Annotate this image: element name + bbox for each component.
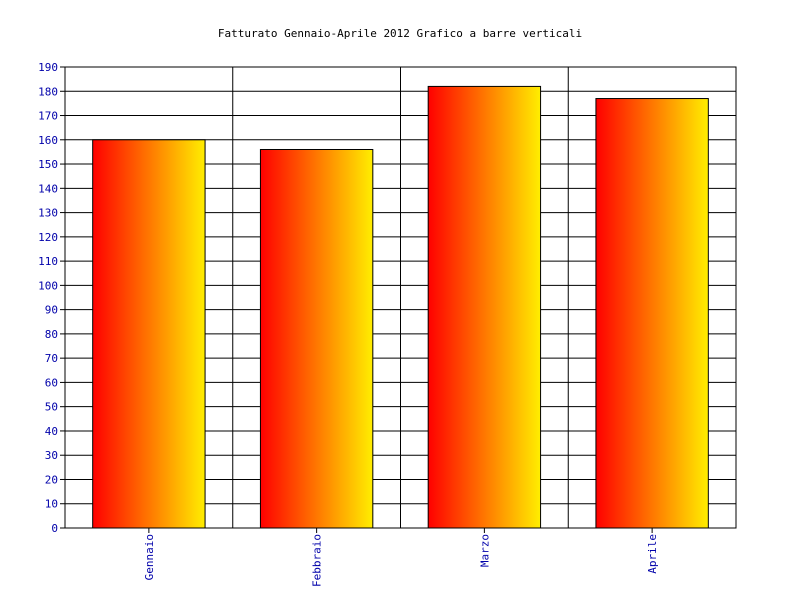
y-tick-label: 10 bbox=[45, 498, 58, 511]
bar bbox=[92, 139, 206, 529]
x-tick-label: Febbraio bbox=[311, 534, 324, 587]
y-tick-label: 80 bbox=[45, 328, 58, 341]
y-tick-label: 160 bbox=[38, 134, 58, 147]
y-tick-label: 120 bbox=[38, 231, 58, 244]
y-tick-label: 170 bbox=[38, 110, 58, 123]
y-tick-label: 190 bbox=[38, 61, 58, 74]
y-tick-label: 150 bbox=[38, 158, 58, 171]
y-tick-label: 50 bbox=[45, 401, 58, 414]
x-tick-label: Aprile bbox=[646, 534, 659, 574]
y-tick-label: 20 bbox=[45, 473, 58, 486]
chart-title: Fatturato Gennaio-Aprile 2012 Grafico a … bbox=[218, 27, 582, 40]
y-tick-label: 70 bbox=[45, 352, 58, 365]
plot-frame bbox=[64, 66, 737, 529]
y-tick-label: 30 bbox=[45, 449, 58, 462]
y-tick-label: 90 bbox=[45, 304, 58, 317]
x-tick-label: Marzo bbox=[478, 534, 491, 567]
y-tick-label: 60 bbox=[45, 376, 58, 389]
y-tick-label: 180 bbox=[38, 85, 58, 98]
bar bbox=[427, 85, 542, 529]
y-tick-label: 0 bbox=[51, 522, 58, 535]
y-tick-label: 40 bbox=[45, 425, 58, 438]
x-tick-label: Gennaio bbox=[143, 534, 156, 580]
bar bbox=[595, 98, 709, 529]
y-tick-label: 130 bbox=[38, 207, 58, 220]
y-tick-label: 110 bbox=[38, 255, 58, 268]
y-tick-label: 100 bbox=[38, 279, 58, 292]
bar bbox=[259, 148, 374, 529]
y-tick-label: 140 bbox=[38, 182, 58, 195]
